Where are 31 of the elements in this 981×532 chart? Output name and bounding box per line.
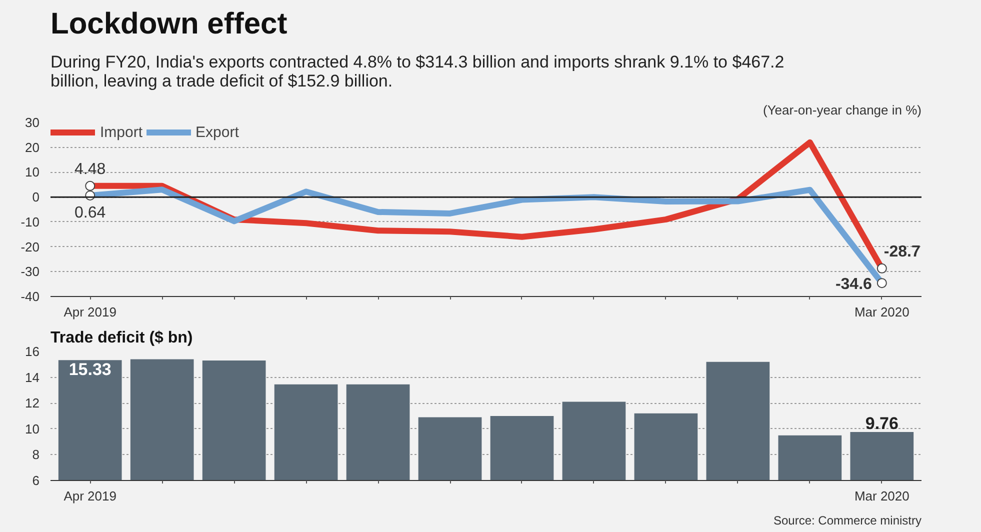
x-tick-label: Apr 2019 [64, 488, 116, 504]
data-label: -28.7 [884, 243, 920, 260]
y-tick-label: 6 [32, 473, 40, 488]
data-label: 4.48 [74, 160, 106, 178]
y-tick-label: -40 [20, 289, 40, 304]
legend-label: Export [196, 124, 239, 140]
y-tick-label: 0 [32, 190, 40, 205]
y-tick-label: -20 [20, 239, 40, 254]
data-label: 9.76 [865, 414, 898, 433]
data-label: 15.33 [68, 360, 112, 380]
source-note: Source: Commerce ministry [773, 514, 922, 528]
x-tick-label: Mar 2020 [854, 304, 910, 320]
data-label: -34.6 [835, 276, 872, 294]
y-tick-label: 8 [32, 447, 40, 462]
y-tick-label: 16 [25, 344, 40, 359]
y-tick-label: 12 [25, 396, 40, 411]
legend-label: Import [100, 124, 143, 140]
y-tick-label: -10 [20, 214, 40, 230]
y-tick-label: 10 [25, 421, 40, 436]
y-axis-title: (Year-on-year change in %) [763, 102, 922, 118]
y-tick-label: -30 [20, 264, 40, 280]
y-tick-label: 14 [25, 370, 40, 385]
data-label: 0.64 [74, 204, 106, 222]
x-tick-label: Apr 2019 [64, 304, 116, 320]
y-tick-label: 30 [25, 115, 40, 130]
y-tick-label: 10 [25, 164, 40, 180]
chart-subtitle: During FY20, India's exports contracted 4.8% to $314.3 billion and imports shrank 9.1% to $467.2 billion, leaving a trade deficit of $152.9 billion. [50, 52, 784, 90]
chart-title: Lockdown effect [50, 8, 288, 40]
y-tick-label: 20 [25, 140, 40, 155]
chart-title: Trade deficit ($ bn) [50, 330, 193, 346]
x-tick-label: Mar 2020 [854, 488, 910, 504]
